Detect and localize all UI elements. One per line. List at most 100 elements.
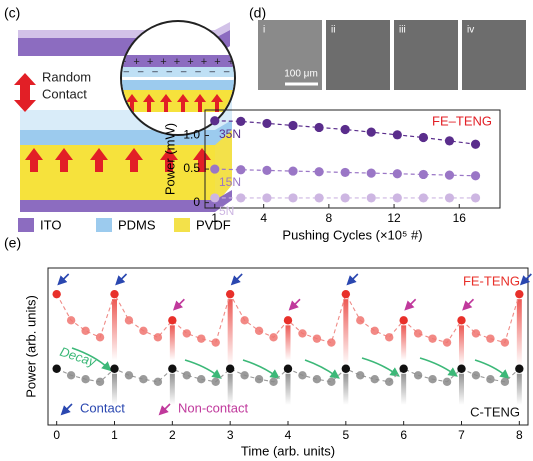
y-tick-label: 0 <box>193 195 200 209</box>
rise-arrow <box>343 299 348 365</box>
data-point <box>168 365 176 373</box>
data-point <box>471 193 480 202</box>
data-point <box>168 316 176 324</box>
data-point <box>445 171 454 180</box>
data-point <box>356 316 364 324</box>
contact-marker <box>234 274 242 282</box>
data-point <box>154 333 162 341</box>
data-point <box>236 193 245 202</box>
data-point <box>288 166 297 175</box>
micrograph <box>326 20 390 90</box>
data-point <box>341 168 350 177</box>
data-point <box>255 375 263 383</box>
x-axis-label: Pushing Cycles (×10⁵ #) <box>282 227 422 242</box>
data-point <box>262 166 271 175</box>
data-point <box>515 290 523 298</box>
contact-marker <box>350 274 358 282</box>
data-point <box>443 378 451 386</box>
panel-label: (c) <box>4 5 20 21</box>
data-point <box>81 327 89 335</box>
page: { "panel_c": { "label": "(c)", "annotati… <box>0 0 533 461</box>
data-point <box>226 365 234 373</box>
noncontact-marker <box>465 299 473 307</box>
data-point <box>52 365 60 373</box>
data-point <box>269 333 277 341</box>
svg-text:– – – – – – – –: – – – – – – – – <box>124 67 233 78</box>
data-point <box>183 371 191 379</box>
data-point <box>255 327 263 335</box>
legend-swatch <box>174 218 190 232</box>
x-tick-label: 5 <box>342 428 349 442</box>
data-point <box>501 338 509 346</box>
y-axis-label: Power (mW) <box>162 123 177 195</box>
rise-arrow <box>112 299 117 360</box>
legend-label: PDMS <box>118 217 156 232</box>
data-point <box>428 375 436 383</box>
data-point <box>414 329 422 337</box>
rise-arrow <box>170 325 175 360</box>
contact-marker <box>523 274 531 282</box>
x-tick-label: 4 <box>260 211 267 225</box>
data-point <box>414 371 422 379</box>
data-point <box>81 375 89 383</box>
annotation: Contact <box>42 86 87 101</box>
data-point <box>393 169 402 178</box>
data-point <box>125 371 133 379</box>
noncontact-marker <box>176 299 184 307</box>
x-tick-label: 8 <box>326 211 333 225</box>
data-point <box>298 329 306 337</box>
rise-arrow <box>286 325 291 360</box>
x-tick-label: 1 <box>111 428 118 442</box>
data-point <box>288 193 297 202</box>
noncontact-marker <box>292 299 300 307</box>
data-point <box>236 117 245 126</box>
rise-arrow <box>286 374 291 405</box>
rise-arrow <box>459 374 464 405</box>
data-point <box>96 333 104 341</box>
data-point <box>314 193 323 202</box>
series-label: FE-TENG <box>463 274 520 289</box>
data-point <box>110 365 118 373</box>
data-point <box>428 334 436 342</box>
data-point <box>284 365 292 373</box>
data-point <box>314 167 323 176</box>
data-point <box>197 334 205 342</box>
legend-label: ITO <box>40 217 61 232</box>
data-point <box>67 316 75 324</box>
data-point <box>515 365 523 373</box>
rise-arrow <box>170 374 175 405</box>
data-point <box>443 338 451 346</box>
image-label: i <box>263 25 265 36</box>
x-tick-label: 12 <box>387 211 401 225</box>
data-point <box>212 338 220 346</box>
x-tick-label: 6 <box>400 428 407 442</box>
figure: (c) + + + + + + + + + – – – – – – – – Ra… <box>0 0 533 461</box>
y-tick-label: 0.5 <box>183 161 200 175</box>
data-point <box>419 170 428 179</box>
data-point <box>210 116 219 125</box>
legend-swatch <box>18 218 34 232</box>
rise-arrow <box>517 299 522 365</box>
data-point <box>197 375 205 383</box>
data-point <box>472 329 480 337</box>
data-point <box>240 316 248 324</box>
data-point <box>298 371 306 379</box>
rise-arrow <box>401 374 406 405</box>
data-point <box>367 128 376 137</box>
data-point <box>210 193 219 202</box>
annotation: Contact <box>80 400 125 415</box>
x-tick-label: 1 <box>211 211 218 225</box>
data-point <box>154 378 162 386</box>
legend-arrow <box>64 404 72 412</box>
data-point <box>356 371 364 379</box>
data-point <box>367 168 376 177</box>
data-point <box>471 140 480 149</box>
x-tick-label: 0 <box>53 428 60 442</box>
data-point <box>67 371 75 379</box>
data-point <box>210 164 219 173</box>
chart-title: FE–TENG <box>432 113 492 128</box>
data-point <box>341 193 350 202</box>
data-point <box>327 338 335 346</box>
data-point <box>226 290 234 298</box>
y-tick-label: 1.0 <box>183 128 200 142</box>
